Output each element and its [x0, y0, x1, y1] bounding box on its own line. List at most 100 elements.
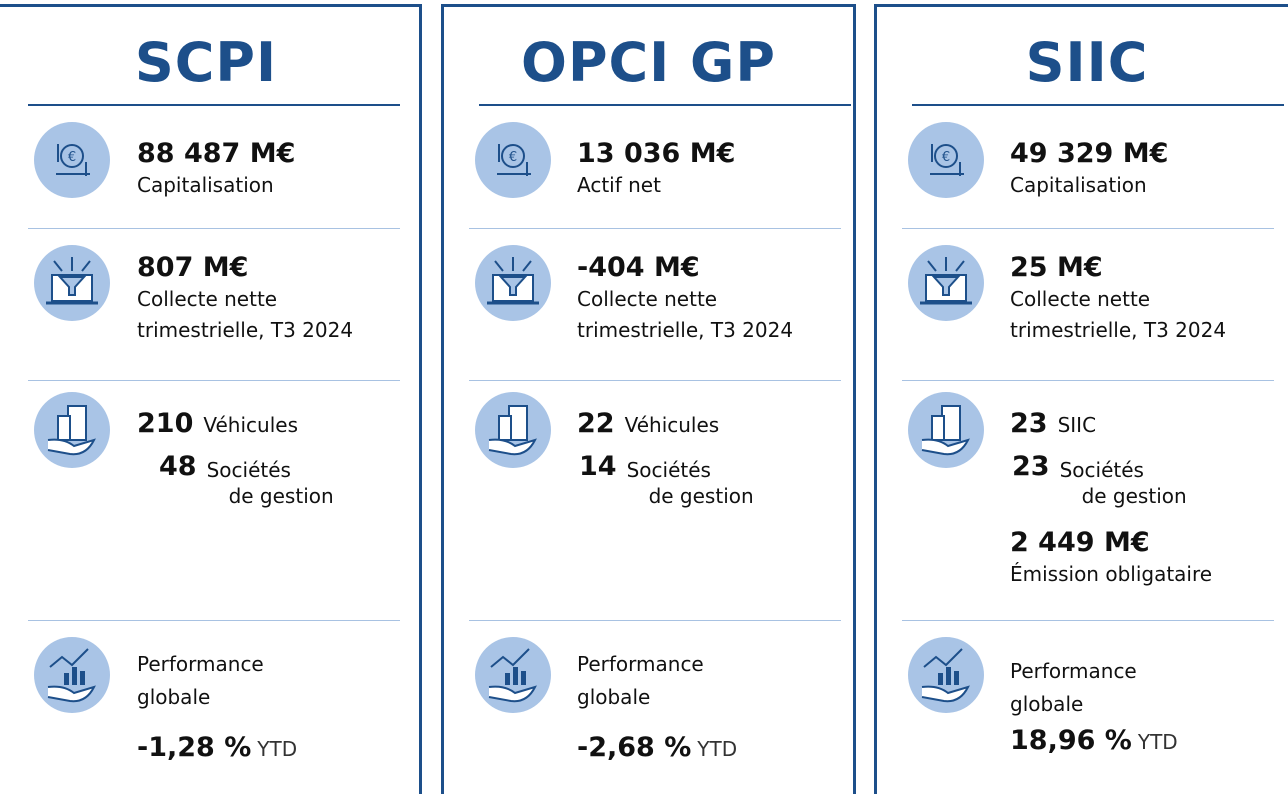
- value: -2,68 %: [577, 732, 692, 763]
- label-line: Performance: [1010, 659, 1137, 683]
- label-line: Collecte nette: [1010, 287, 1151, 311]
- item-label: Sociétés de gestion: [207, 451, 334, 509]
- column: OPCI GP: [441, 4, 856, 794]
- title-rule: [28, 104, 400, 106]
- unit: YTD: [697, 737, 738, 761]
- label-line: Capitalisation: [1010, 173, 1147, 197]
- value: -404 M€: [577, 252, 700, 283]
- separator: [469, 380, 841, 381]
- section: -404 M€ Collecte nette trimestrielle, T3 2…: [577, 252, 793, 346]
- value: 18,96 %: [1010, 725, 1132, 756]
- label-line: Sociétés: [206, 458, 291, 482]
- section: Performance globale 18,96 % YTD: [1010, 655, 1178, 758]
- label: Performance globale: [577, 648, 737, 714]
- value: 88 487 M€: [137, 138, 296, 169]
- extra: 2 449 M€ Émission obligataire: [1010, 527, 1212, 590]
- item-label: Véhicules: [203, 409, 298, 441]
- value: 13 036 M€: [577, 138, 736, 169]
- value: 49 329 M€: [1010, 138, 1169, 169]
- icon: [34, 392, 110, 468]
- column-title: OPCI GP: [521, 31, 776, 94]
- item-label: SIIC: [1058, 409, 1096, 441]
- label-line: globale: [577, 685, 651, 709]
- label-line: de gestion: [228, 484, 334, 508]
- section: 807 M€ Collecte nette trimestrielle, T3 20…: [137, 252, 353, 346]
- item-number: 23: [1012, 451, 1050, 482]
- label-line: Performance: [137, 652, 264, 676]
- value-row: 18,96 % YTD: [1010, 725, 1178, 758]
- label-line: trimestrielle, T3 2024: [1010, 318, 1227, 342]
- label: Collecte nette trimestrielle, T3 2024: [577, 284, 793, 346]
- label-line: globale: [137, 685, 211, 709]
- label-line: Performance: [577, 652, 704, 676]
- icon: [475, 392, 551, 468]
- icon: [475, 245, 551, 321]
- value: 807 M€: [137, 252, 249, 283]
- label: Émission obligataire: [1010, 559, 1212, 590]
- icon: €: [908, 122, 984, 198]
- icon: [34, 245, 110, 321]
- unit: YTD: [1137, 730, 1178, 754]
- label-line: Émission obligataire: [1010, 562, 1213, 586]
- separator: [28, 380, 400, 381]
- label-line: Véhicules: [203, 413, 298, 437]
- section: 49 329 M€ Capitalisation: [1010, 138, 1168, 201]
- label-line: SIIC: [1057, 413, 1097, 437]
- label-line: de gestion: [1081, 484, 1187, 508]
- label-line: Sociétés: [1059, 458, 1144, 482]
- label-line: trimestrielle, T3 2024: [137, 318, 354, 342]
- value: 25 M€: [1010, 252, 1103, 283]
- svg-text:€: €: [942, 150, 950, 165]
- section: 22 Véhicules 14 Sociétés de gestion: [577, 408, 754, 509]
- svg-text:€: €: [68, 150, 76, 165]
- item-label: Véhicules: [625, 409, 720, 441]
- label: Performance globale: [1010, 655, 1178, 721]
- label-line: Sociétés: [626, 458, 711, 482]
- icon: [34, 637, 110, 713]
- item: 210 Véhicules: [137, 408, 334, 441]
- value: 2 449 M€: [1010, 527, 1150, 558]
- value: -1,28 %: [137, 732, 252, 763]
- item-label: Sociétés de gestion: [1060, 451, 1187, 509]
- separator: [902, 228, 1274, 229]
- label: Capitalisation: [137, 170, 295, 201]
- item-number: 48: [159, 451, 197, 482]
- section: 88 487 M€ Capitalisation: [137, 138, 295, 201]
- item: 22 Véhicules: [577, 408, 754, 441]
- title-rule: [479, 104, 851, 106]
- item: 23 Sociétés de gestion: [1012, 451, 1212, 509]
- column-title: SCPI: [134, 31, 278, 94]
- value-row: -2,68 % YTD: [577, 732, 737, 765]
- icon: €: [475, 122, 551, 198]
- separator: [469, 620, 841, 621]
- item-number: 210: [137, 408, 194, 439]
- unit: YTD: [257, 737, 298, 761]
- label-line: globale: [1010, 692, 1084, 716]
- section: 13 036 M€ Actif net: [577, 138, 735, 201]
- section: 210 Véhicules 48 Sociétés de gestion: [137, 408, 334, 509]
- icon: [475, 637, 551, 713]
- section: Performance globale -2,68 % YTD: [577, 648, 737, 765]
- icon: €: [34, 122, 110, 198]
- label-line: Actif net: [577, 173, 661, 197]
- separator: [469, 228, 841, 229]
- svg-text:€: €: [509, 150, 517, 165]
- item: 48 Sociétés de gestion: [159, 451, 334, 509]
- separator: [28, 228, 400, 229]
- item: 14 Sociétés de gestion: [579, 451, 754, 509]
- separator: [28, 620, 400, 621]
- label-line: Collecte nette: [137, 287, 278, 311]
- separator: [902, 380, 1274, 381]
- label: Actif net: [577, 170, 735, 201]
- section: 23 SIIC 23 Sociétés de gestion 2 449 M€ Émissi…: [1010, 408, 1212, 590]
- label: Capitalisation: [1010, 170, 1168, 201]
- label: Performance globale: [137, 648, 297, 714]
- label-line: de gestion: [648, 484, 754, 508]
- item-label: Sociétés de gestion: [627, 451, 754, 509]
- label-line: Capitalisation: [137, 173, 274, 197]
- label: Collecte nette trimestrielle, T3 2024: [1010, 284, 1226, 346]
- value-row: -1,28 % YTD: [137, 732, 297, 765]
- icon: [908, 637, 984, 713]
- label-line: Collecte nette: [577, 287, 718, 311]
